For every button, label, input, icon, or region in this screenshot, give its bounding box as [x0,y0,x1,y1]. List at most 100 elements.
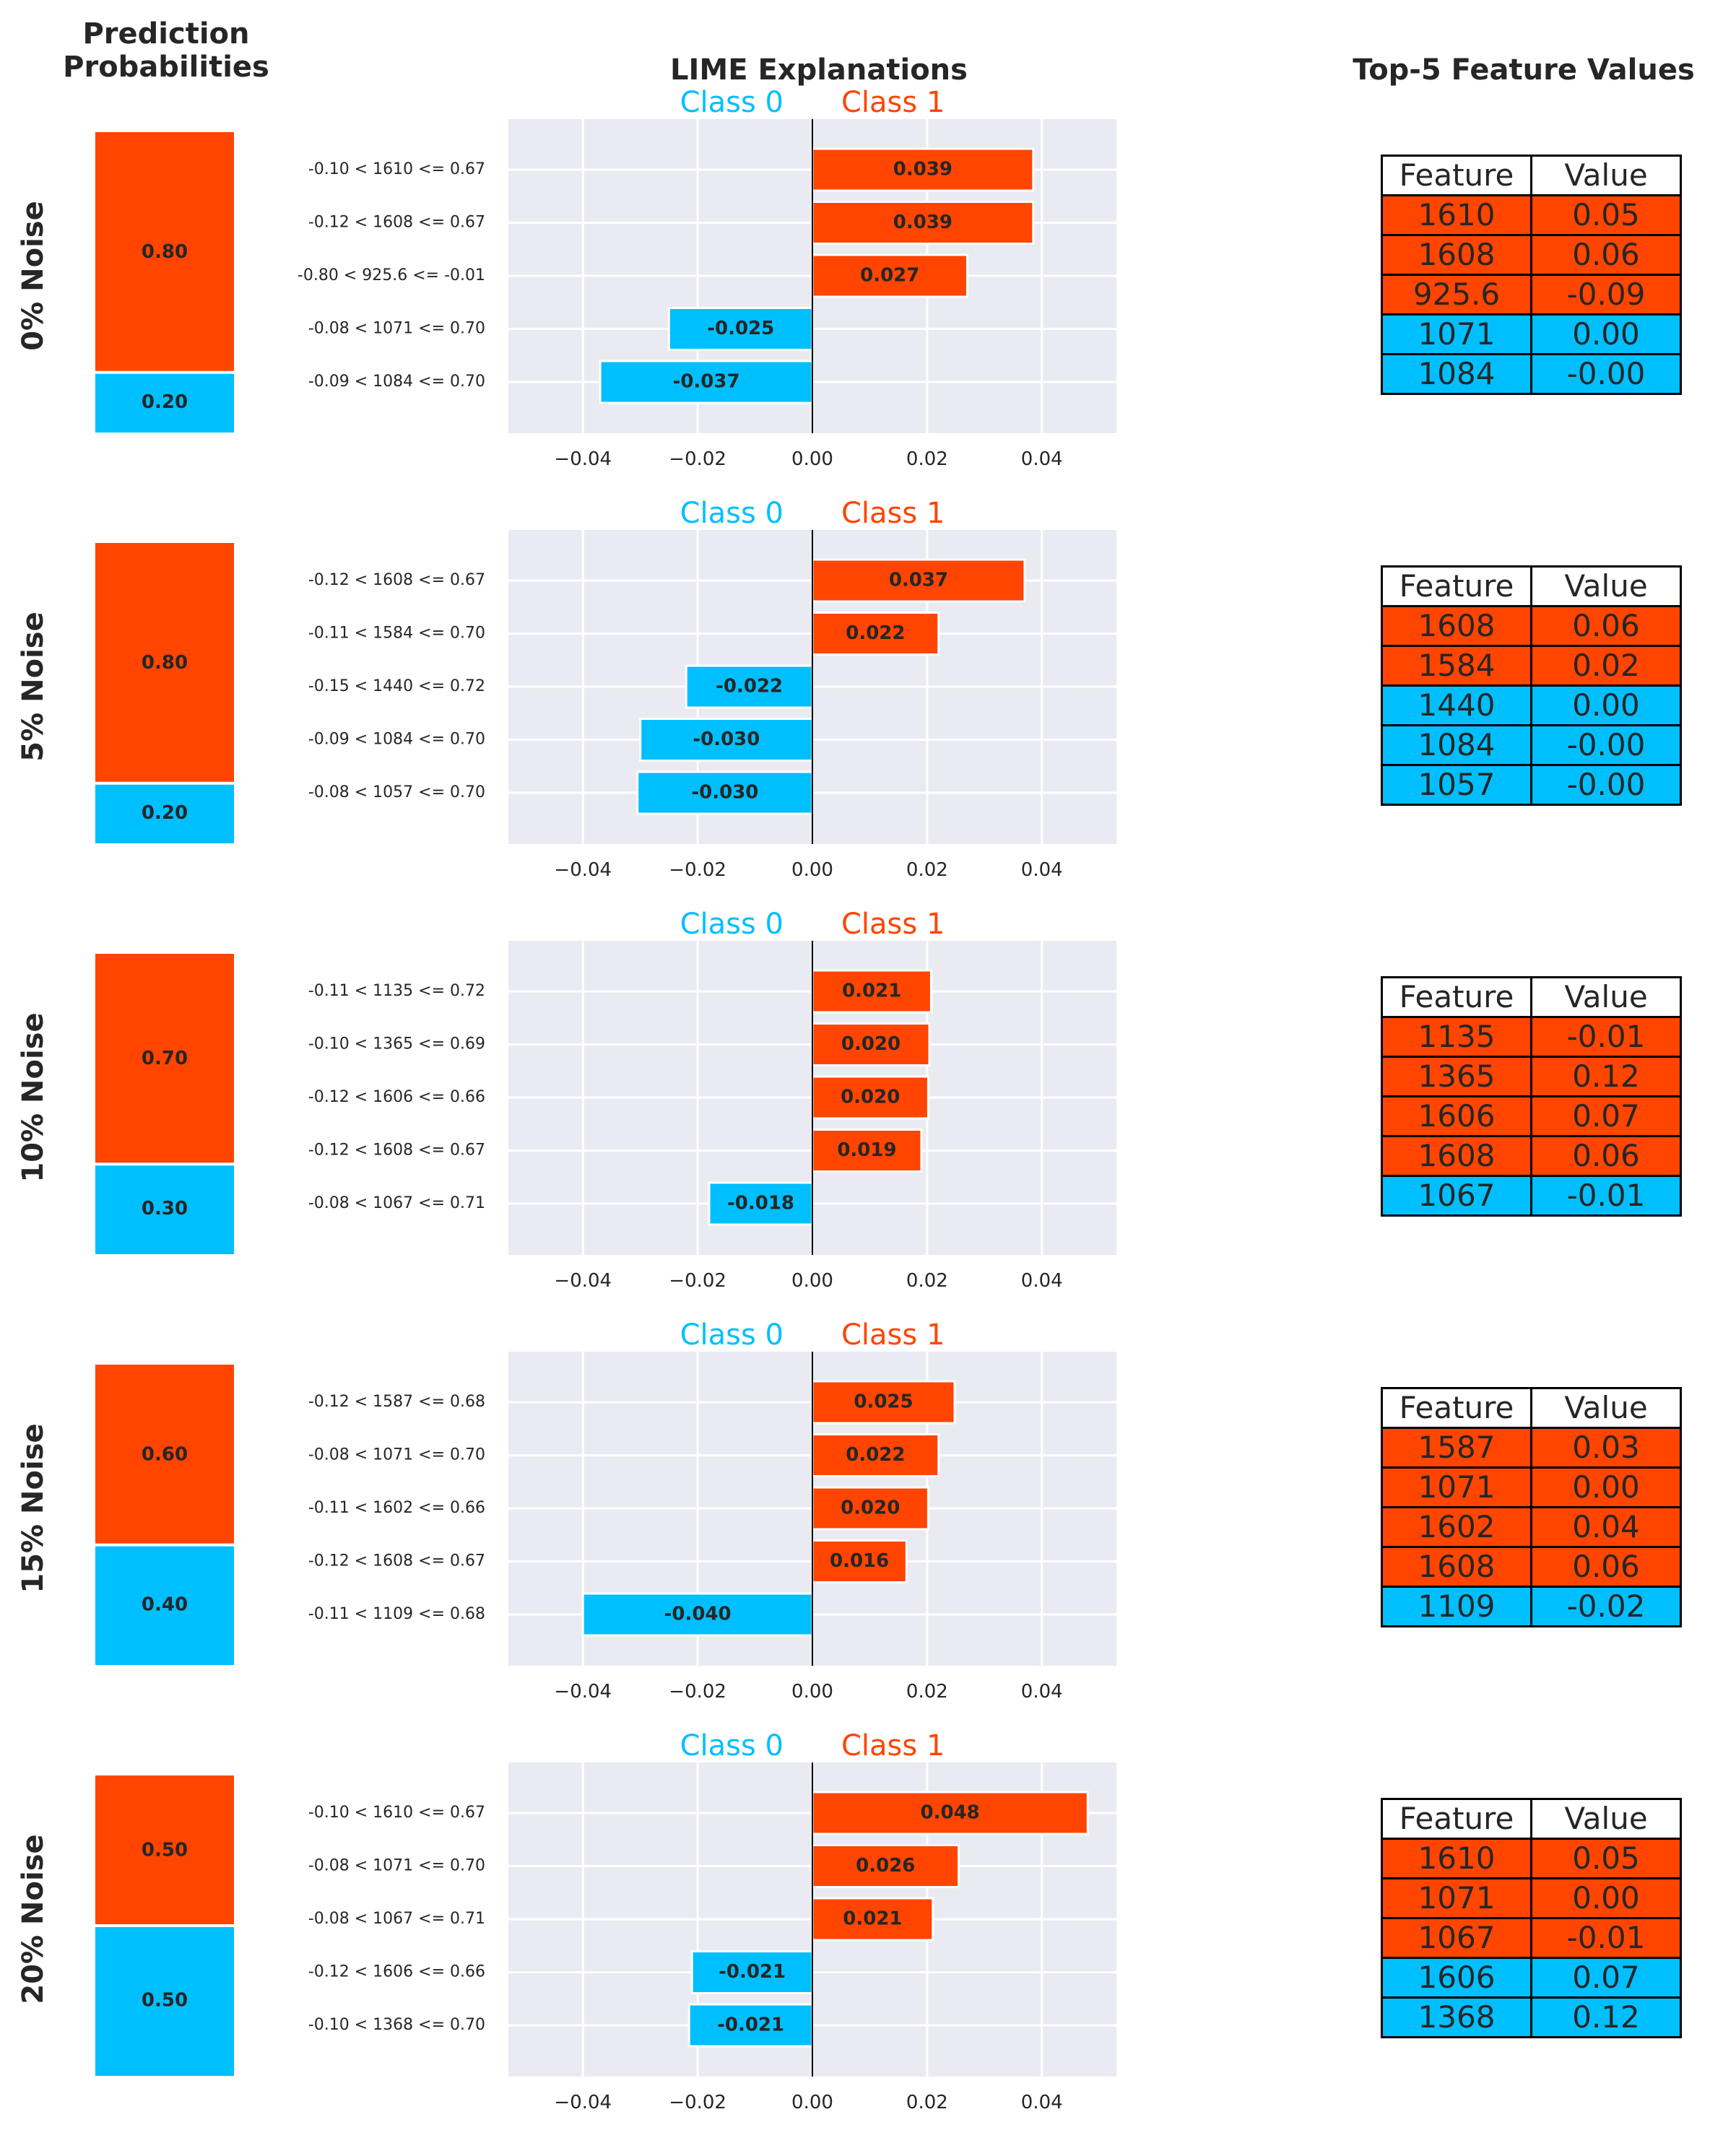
table-row: 1602 0.04 [1381,1506,1682,1548]
lime-bar-value: -0.021 [717,2014,784,2036]
class0-label: Class 0 [680,86,784,119]
probability-label-class1: 0.50 [142,1840,188,1861]
probability-label-class0: 0.30 [142,1198,188,1220]
lime-feature-label: -0.11 < 1135 <= 0.72 [308,982,485,1000]
feature-cell: 1610 [1381,1838,1532,1879]
lime-bar [811,1380,956,1425]
table-row: 1610 0.05 [1381,1838,1682,1879]
class1-label: Class 1 [841,86,945,119]
lime-bar [811,253,968,298]
x-tick-label: 0.00 [791,2092,833,2113]
probability-label-class1: 0.60 [142,1443,188,1465]
feature-cell: 1057 [1381,764,1532,806]
probability-bar-class1 [95,954,234,1165]
feature-cell: 1071 [1381,1466,1532,1508]
lime-feature-label: -0.12 < 1608 <= 0.67 [308,1552,485,1570]
lime-feature-label: -0.11 < 1584 <= 0.70 [308,625,485,643]
lime-bar-value: 0.039 [893,212,952,233]
table-row: 1071 0.00 [1381,1877,1682,1919]
lime-bar [811,969,932,1014]
x-tick-label: 0.04 [1021,1270,1063,1292]
feature-cell: 1071 [1381,313,1532,355]
header-feature: Feature [1381,1798,1532,1840]
x-tick-label: −0.04 [554,2092,612,2113]
table-row: 1608 0.06 [1381,1546,1682,1588]
probabilities-title-line-1: Prediction [82,17,250,51]
feature-cell: 1084 [1381,724,1532,766]
lime-feature-label: -0.12 < 1608 <= 0.67 [308,214,485,232]
x-tick-label: 0.00 [791,448,833,470]
feature-cell: 1440 [1381,684,1532,726]
table-row: 1365 0.12 [1381,1056,1682,1097]
probabilities-column-title: Prediction Probabilities [29,17,303,84]
value-cell: 0.07 [1530,1957,1682,1999]
table-row: 1057 -0.00 [1381,764,1682,806]
table-row: 1368 0.12 [1381,1996,1682,2038]
lime-bar [811,1539,908,1583]
x-tick-label: 0.00 [791,859,833,881]
value-cell: 0.12 [1530,1056,1682,1097]
feature-table: Feature Value 1610 0.05 1608 0.06 925.6 -0.09 10… [1381,155,1682,395]
header-value: Value [1530,1798,1682,1840]
x-tick-label: 0.02 [906,2092,948,2113]
lime-feature-label: -0.11 < 1602 <= 0.66 [308,1499,485,1517]
probability-bar-class1 [95,1775,234,1926]
lime-column-title: LIME Explanations [670,53,968,87]
probability-label-class0: 0.20 [142,391,188,413]
lime-bar [811,1791,1089,1835]
feature-table: Feature Value 1608 0.06 1584 0.02 1440 0.00 1084… [1381,565,1682,806]
x-tick-label: 0.04 [1021,859,1063,881]
value-cell: -0.01 [1530,1917,1682,1959]
lime-bar-value: 0.039 [893,159,952,181]
lime-feature-label: -0.12 < 1606 <= 0.66 [308,1088,485,1106]
feature-cell: 1608 [1381,605,1532,647]
lime-bar-value: 0.019 [837,1139,896,1161]
lime-bar [639,718,814,762]
feature-cell: 925.6 [1381,274,1532,316]
probability-bar-class0 [95,783,234,843]
row-label: 0% Noise [17,201,50,350]
value-cell: 0.00 [1530,1877,1682,1919]
class0-label: Class 0 [680,1729,784,1762]
x-tick-label: −0.02 [669,1270,726,1292]
feature-cell: 1608 [1381,1135,1532,1177]
value-cell: 0.06 [1530,1546,1682,1588]
lime-feature-label: -0.12 < 1608 <= 0.67 [308,571,485,589]
value-cell: -0.02 [1530,1586,1682,1627]
lime-bar [811,1129,923,1173]
x-tick-label: −0.04 [554,1270,612,1292]
probability-label-class0: 0.20 [142,802,188,824]
lime-bar [708,1181,814,1226]
lime-feature-label: -0.10 < 1610 <= 0.67 [308,160,485,178]
lime-bar-value: 0.021 [843,1908,902,1930]
lime-bar [811,201,1035,245]
feature-table: Feature Value 1587 0.03 1071 0.00 1602 0.04 1608… [1381,1387,1682,1627]
value-cell: 0.12 [1530,1996,1682,2038]
value-cell: 0.06 [1530,234,1682,276]
feature-table-header: Feature Value [1381,565,1682,607]
lime-bar-value: -0.037 [673,371,740,393]
table-row: 1608 0.06 [1381,234,1682,276]
feature-cell: 1608 [1381,1546,1532,1588]
lime-bar-value: -0.030 [691,782,758,804]
table-row: 1608 0.06 [1381,1135,1682,1177]
lime-bar [667,307,814,351]
feature-table-header: Feature Value [1381,976,1682,1018]
lime-bar-value: 0.020 [841,1033,900,1055]
lime-bar-value: 0.026 [856,1855,915,1877]
table-row: 1587 0.03 [1381,1427,1682,1469]
value-cell: 0.07 [1530,1095,1682,1137]
x-tick-label: 0.02 [906,859,948,881]
row-label: 5% Noise [17,612,50,761]
class0-label: Class 0 [680,1318,784,1352]
lime-bar-value: 0.022 [846,1444,905,1466]
feature-cell: 1135 [1381,1016,1532,1058]
table-row: 1109 -0.02 [1381,1586,1682,1627]
value-cell: 0.06 [1530,1135,1682,1177]
value-cell: -0.00 [1530,353,1682,395]
probability-label-class0: 0.50 [142,1990,188,2012]
table-row: 1608 0.06 [1381,605,1682,647]
table-row: 1440 0.00 [1381,684,1682,726]
value-cell: -0.01 [1530,1016,1682,1058]
